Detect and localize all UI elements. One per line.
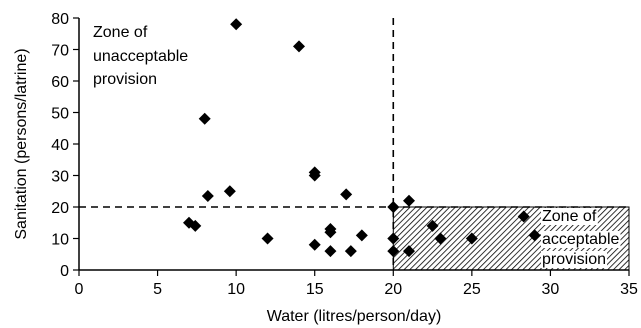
x-tick-label: 15 [306, 281, 324, 298]
y-tick-label: 60 [51, 74, 69, 91]
data-point [403, 245, 415, 258]
data-point [403, 194, 415, 207]
data-point [261, 232, 274, 245]
y-axis-title: Sanitation (persons/latrine) [13, 48, 30, 239]
acceptable-zone-label-2: acceptable [542, 231, 619, 248]
y-tick-label: 10 [51, 232, 69, 249]
data-point [324, 226, 337, 239]
x-tick-label: 5 [153, 281, 162, 298]
unacceptable-zone-label-3: provision [93, 71, 157, 88]
data-point [324, 245, 337, 258]
x-tick-label: 35 [620, 281, 638, 298]
unacceptable-zone-label-2: unacceptable [93, 48, 188, 65]
unacceptable-zone-label-1: Zone of [93, 24, 148, 41]
x-tick-label: 20 [384, 281, 402, 298]
y-tick-label: 20 [51, 200, 69, 217]
data-point [230, 18, 243, 31]
x-axis-title: Water (litres/person/day) [267, 308, 442, 325]
data-point [340, 188, 353, 201]
ticks: 0 5 10 15 20 25 30 35 0 10 20 30 40 50 60 70 80 [51, 11, 638, 298]
data-point [355, 229, 368, 242]
y-tick-label: 30 [51, 169, 69, 186]
data-point [387, 245, 400, 258]
data-point [308, 169, 321, 182]
data-point [223, 185, 236, 198]
data-point [198, 112, 211, 125]
data-point [308, 238, 321, 251]
y-tick-label: 80 [51, 11, 69, 28]
x-tick-label: 10 [227, 281, 245, 298]
y-tick-label: 40 [51, 137, 69, 154]
data-point [528, 229, 541, 242]
data-point [434, 232, 447, 245]
acceptable-text-bg-2 [541, 231, 621, 248]
data-points [183, 18, 541, 258]
data-point [201, 189, 214, 202]
acceptable-zone-label-3: provision [542, 251, 606, 268]
x-tick-label: 30 [542, 281, 560, 298]
data-point [517, 210, 530, 223]
acceptable-zone-label-1: Zone of [542, 208, 597, 225]
data-point [189, 219, 202, 232]
data-point [426, 219, 439, 232]
data-point [387, 201, 400, 213]
acceptable-text-bg-3 [541, 251, 608, 268]
x-tick-label: 25 [463, 281, 481, 298]
y-tick-label: 70 [51, 43, 69, 60]
data-point [344, 245, 357, 258]
data-point [387, 232, 400, 245]
x-tick-label: 0 [75, 281, 84, 298]
acceptable-text-bg-1 [541, 208, 598, 225]
y-tick-label: 0 [60, 263, 69, 280]
data-point [465, 232, 478, 245]
data-point [293, 40, 305, 53]
y-tick-label: 50 [51, 106, 69, 123]
